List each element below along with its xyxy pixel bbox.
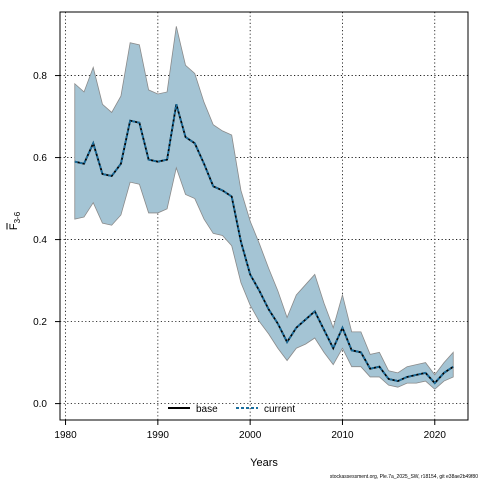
legend: base current <box>168 404 295 415</box>
series-line-current <box>74 104 454 385</box>
legend-current-label: current <box>264 404 295 415</box>
y-axis-title-sub: 3-6 <box>13 211 22 223</box>
y-tick-label-0.0: 0.0 <box>33 399 47 410</box>
confidence-band <box>74 26 454 390</box>
y-tick-label-0.8: 0.8 <box>33 71 47 82</box>
x-tick-label-2000: 2000 <box>239 430 262 441</box>
plot-frame <box>59 11 469 421</box>
x-tick-label-1980: 1980 <box>54 430 77 441</box>
svg-text:F3-6: F3-6 <box>8 211 22 230</box>
confidence-band-layer <box>74 26 454 390</box>
y-axis-title: F3-6 <box>6 211 22 230</box>
series-lines <box>74 104 454 385</box>
legend-base-label: base <box>196 404 218 415</box>
x-axis: 1980 1990 2000 2010 2020 <box>54 419 447 441</box>
y-axis: 0.0 0.2 0.4 0.6 0.8 <box>33 71 61 410</box>
x-tick-label-2010: 2010 <box>331 430 354 441</box>
x-tick-label-1990: 1990 <box>147 430 170 441</box>
y-axis-title-main: F <box>8 223 20 230</box>
x-tick-label-2020: 2020 <box>424 430 447 441</box>
watermark: stockassessment.org, Ple.7a_2025_SW, r18… <box>330 474 478 480</box>
y-tick-label-0.6: 0.6 <box>33 153 47 164</box>
y-tick-label-0.4: 0.4 <box>33 235 47 246</box>
grid <box>60 12 468 420</box>
x-axis-title: Years <box>250 457 278 469</box>
y-tick-label-0.2: 0.2 <box>33 317 47 328</box>
